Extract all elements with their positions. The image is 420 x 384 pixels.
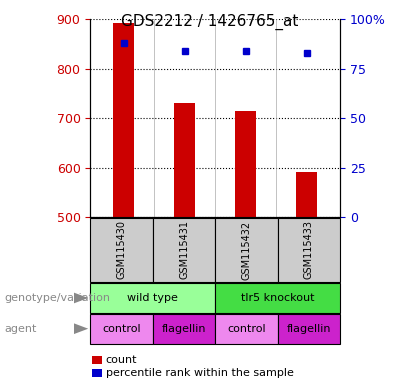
Bar	[296, 172, 318, 217]
Text: agent: agent	[4, 324, 37, 334]
Bar	[174, 103, 195, 217]
Text: GSM115430: GSM115430	[116, 220, 126, 280]
Text: flagellin: flagellin	[162, 324, 206, 334]
Polygon shape	[74, 323, 88, 334]
Text: GSM115431: GSM115431	[179, 220, 189, 280]
Text: percentile rank within the sample: percentile rank within the sample	[106, 368, 294, 378]
Bar	[113, 23, 134, 217]
Bar	[235, 111, 256, 217]
Text: GDS2212 / 1426765_at: GDS2212 / 1426765_at	[121, 13, 299, 30]
Text: GSM115433: GSM115433	[304, 220, 314, 280]
Text: wild type: wild type	[127, 293, 178, 303]
Text: genotype/variation: genotype/variation	[4, 293, 110, 303]
Polygon shape	[74, 293, 88, 303]
Text: flagellin: flagellin	[287, 324, 331, 334]
Text: tlr5 knockout: tlr5 knockout	[241, 293, 315, 303]
Text: control: control	[227, 324, 266, 334]
Text: GSM115432: GSM115432	[241, 220, 252, 280]
Text: count: count	[106, 355, 137, 365]
Text: control: control	[102, 324, 141, 334]
